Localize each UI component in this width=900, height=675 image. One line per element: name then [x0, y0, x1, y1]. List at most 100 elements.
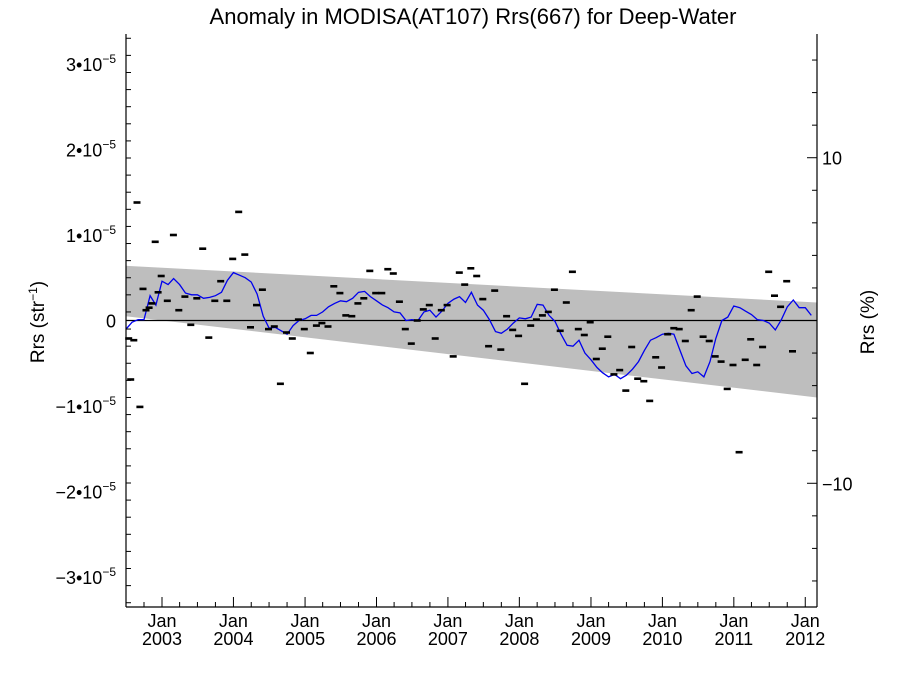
data-point [527, 324, 535, 327]
data-point [681, 339, 689, 343]
data-point [148, 302, 156, 305]
data-point [211, 299, 219, 303]
data-point [360, 297, 368, 300]
data-point [258, 288, 266, 291]
data-point [157, 274, 165, 278]
data-point [205, 336, 213, 339]
left-axis-ticks: 3•10−5 2•10−5 1•10−5 0 −1•10−5 −2•10−5 −3•10−5 [55, 37, 131, 604]
data-point [431, 337, 439, 340]
x-tick-month: Jan [505, 611, 534, 631]
data-point [247, 326, 254, 329]
y2-axis-label: Rrs (%) [858, 290, 879, 354]
data-point [395, 300, 403, 303]
x-tick-year: 2004 [213, 629, 253, 649]
data-point [455, 271, 463, 274]
data-point [556, 329, 564, 333]
data-point [154, 291, 162, 294]
x-tick-month: Jan [719, 611, 748, 631]
data-point [693, 295, 701, 298]
data-point [735, 450, 743, 454]
data-point [717, 360, 725, 363]
y2-tick-label: −10 [822, 474, 853, 494]
x-tick-month: Jan [147, 611, 176, 631]
data-point [479, 297, 487, 301]
data-point [294, 318, 302, 321]
data-point [586, 320, 594, 324]
data-point [687, 308, 695, 312]
data-point [193, 297, 201, 300]
data-point [265, 327, 272, 331]
data-point [348, 314, 356, 318]
data-point [729, 363, 737, 367]
data-point [354, 302, 362, 305]
data-point [133, 201, 141, 204]
y-tick-label: −1•10−5 [55, 394, 116, 417]
data-point [789, 350, 796, 353]
data-point [283, 331, 290, 334]
x-tick-month: Jan [362, 611, 391, 631]
data-point [300, 327, 308, 331]
data-point [491, 289, 499, 292]
data-point [622, 389, 630, 392]
data-point [467, 267, 475, 270]
data-point [747, 338, 755, 341]
data-point [783, 279, 791, 283]
data-point [675, 327, 683, 331]
data-point [389, 272, 397, 275]
y2-tick-label: 10 [822, 149, 842, 169]
data-point [521, 382, 529, 386]
data-point [741, 358, 749, 362]
data-point [425, 303, 433, 307]
data-point [437, 308, 445, 312]
data-point [142, 308, 150, 312]
data-point [538, 314, 546, 317]
data-point [342, 314, 350, 317]
y-tick-label: 3•10−5 [66, 52, 116, 75]
data-point [136, 405, 144, 409]
data-point [574, 327, 582, 331]
data-point [646, 399, 654, 403]
data-point [699, 335, 707, 338]
data-point [401, 327, 409, 331]
data-point [616, 368, 624, 372]
confidence-band-layer [126, 265, 817, 398]
data-point [145, 306, 153, 309]
data-point [598, 347, 606, 350]
data-point [253, 303, 260, 307]
data-point [378, 291, 386, 295]
data-point [366, 269, 374, 273]
data-point [771, 294, 778, 297]
x-tick-month: Jan [791, 611, 820, 631]
data-point [413, 319, 421, 322]
y-tick-label: −2•10−5 [55, 480, 116, 503]
data-point [324, 325, 332, 328]
data-point [711, 355, 719, 358]
data-point [235, 210, 243, 214]
data-point [473, 274, 481, 278]
data-point [580, 333, 588, 337]
data-point [497, 348, 505, 351]
data-point [175, 308, 183, 312]
data-point [550, 288, 558, 291]
x-tick-year: 2008 [499, 629, 539, 649]
data-point [610, 373, 618, 376]
data-point [169, 233, 177, 237]
data-point [515, 334, 523, 338]
data-point [130, 338, 138, 342]
y-tick-label: −3•10−5 [55, 565, 116, 588]
data-point [628, 345, 636, 349]
data-point [658, 366, 666, 369]
y-tick-label: 1•10−5 [66, 223, 116, 246]
y-axis-label: Rrs (str−1) [26, 281, 49, 363]
data-point [229, 257, 237, 261]
chart-title: Anomaly in MODISA(AT107) Rrs(667) for De… [210, 4, 737, 29]
x-tick-year: 2006 [356, 629, 396, 649]
data-point [485, 344, 493, 348]
data-point [652, 356, 660, 359]
data-point [544, 310, 552, 314]
data-point [288, 337, 296, 340]
x-tick-year: 2003 [142, 629, 182, 649]
x-axis-ticks: Jan2003Jan2004Jan2005Jan2006Jan2007Jan20… [125, 597, 825, 649]
running-mean-line [125, 271, 812, 380]
